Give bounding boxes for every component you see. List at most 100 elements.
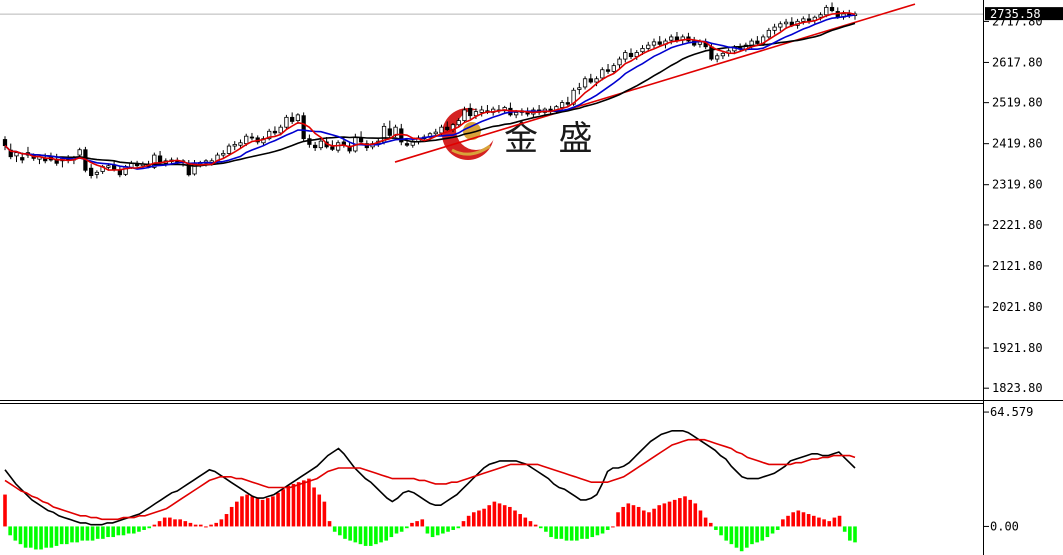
macd-bar <box>497 503 502 527</box>
macd-bar <box>719 526 723 536</box>
macd-bar <box>420 519 425 527</box>
macd-bar <box>152 524 157 527</box>
candle <box>238 139 243 149</box>
macd-bar <box>791 512 795 527</box>
candle <box>94 170 100 179</box>
moving-averages <box>4 11 856 171</box>
candle <box>605 64 611 74</box>
macd-axis: 64.579 0.00 <box>983 405 1033 533</box>
candle <box>290 112 295 124</box>
macd-bar <box>95 526 100 539</box>
macd-bar <box>255 498 260 527</box>
candle <box>232 141 237 151</box>
candle <box>267 128 272 141</box>
candle <box>284 114 289 129</box>
macd-bar <box>492 501 497 527</box>
macd-bar <box>564 526 569 541</box>
macd-bar <box>595 526 600 536</box>
macd-bar <box>822 519 826 527</box>
macd-bar <box>482 508 486 527</box>
macd-bar <box>827 521 832 527</box>
macd-bar <box>616 512 620 527</box>
macd-bar <box>425 526 430 534</box>
macd-bar <box>379 526 383 543</box>
macd-bar <box>301 480 306 527</box>
macd-bar <box>193 524 198 527</box>
macd-bar <box>18 526 23 545</box>
macd-bar <box>781 519 785 527</box>
macd-bar <box>631 505 636 527</box>
macd-bar <box>137 526 141 532</box>
macd-bar <box>240 496 244 527</box>
macd-signal-line <box>4 438 856 521</box>
macd-bar <box>611 526 615 528</box>
macd-bar <box>183 521 188 527</box>
macd-bar <box>636 506 641 527</box>
candle <box>221 150 226 158</box>
macd-fast-line <box>4 430 856 526</box>
price-tick-label: 2519.80 <box>992 96 1043 110</box>
candle <box>318 138 324 151</box>
macd-bar <box>157 521 162 527</box>
macd-bar <box>786 515 790 527</box>
macd-bar <box>49 526 54 548</box>
macd-bar <box>322 501 327 527</box>
macd-bar <box>271 496 275 527</box>
macd-bar <box>693 503 698 527</box>
candle <box>313 141 318 151</box>
candle <box>600 67 605 81</box>
price-tick-label: 2121.80 <box>992 259 1043 273</box>
macd-bar <box>410 522 414 527</box>
macd-bar <box>569 526 574 541</box>
price-tick-label: 2319.80 <box>992 178 1043 192</box>
candle <box>829 2 835 13</box>
trendline <box>394 3 916 163</box>
macd-bar <box>188 522 193 527</box>
macd-bar <box>265 498 270 527</box>
macd-bar <box>358 526 363 545</box>
macd-bar <box>523 517 528 527</box>
candle <box>14 150 19 163</box>
candle <box>611 63 616 74</box>
macd-bar <box>533 524 538 527</box>
macd-bar <box>662 503 667 527</box>
macd-bar <box>59 526 64 545</box>
macd-bar <box>296 482 301 527</box>
candle <box>479 105 484 117</box>
macd-bar <box>70 526 74 543</box>
macd-bar <box>80 526 85 541</box>
macd-bar <box>456 526 461 529</box>
candle <box>628 48 634 60</box>
macd-bar <box>54 526 59 546</box>
macd-bar <box>116 526 121 536</box>
candle <box>755 36 760 46</box>
macd-bar <box>544 526 548 532</box>
macd-bar <box>683 496 687 527</box>
ma-mid-line <box>4 14 856 170</box>
macd-bar <box>647 512 651 527</box>
price-pane: 金 盛 <box>0 2 983 179</box>
candle <box>772 23 777 35</box>
macd-bar <box>312 487 316 527</box>
price-tick-label: 1823.80 <box>992 381 1043 395</box>
macd-bar <box>703 517 708 527</box>
candle <box>646 41 651 52</box>
macd-bar <box>678 498 682 527</box>
macd-bar <box>801 512 806 527</box>
macd-bar <box>368 526 373 546</box>
macd-bar <box>178 519 182 527</box>
macd-bar <box>307 478 311 527</box>
macd-bar <box>101 526 105 539</box>
macd-bar <box>600 526 605 534</box>
macd-bar <box>739 526 744 552</box>
price-tick-label: 1921.80 <box>992 341 1043 355</box>
macd-bar <box>580 526 584 539</box>
macd-bar <box>44 526 49 548</box>
macd-bar <box>657 505 662 527</box>
macd-bar <box>343 526 347 539</box>
candle <box>565 96 570 107</box>
macd-bar <box>538 526 543 529</box>
macd-bar <box>235 501 239 527</box>
